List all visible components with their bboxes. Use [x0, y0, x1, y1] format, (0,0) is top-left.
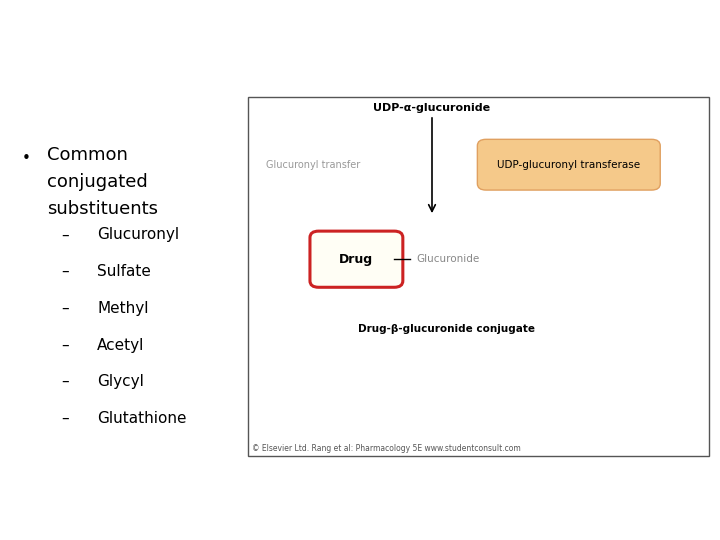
Text: –: –: [61, 227, 69, 242]
Text: –: –: [61, 411, 69, 426]
Text: –: –: [61, 264, 69, 279]
FancyBboxPatch shape: [477, 139, 660, 190]
Text: –: –: [61, 338, 69, 353]
Text: UDP-α-glucuronide: UDP-α-glucuronide: [374, 103, 490, 113]
Text: Glycyl: Glycyl: [97, 374, 144, 389]
Text: –: –: [61, 301, 69, 316]
Text: UDP-glucuronyl transferase: UDP-glucuronyl transferase: [498, 160, 640, 170]
Text: Glucuronide: Glucuronide: [416, 254, 480, 264]
Text: © Elsevier Ltd. Rang et al: Pharmacology 5E www.studentconsult.com: © Elsevier Ltd. Rang et al: Pharmacology…: [252, 444, 521, 453]
Text: Drug: Drug: [339, 253, 374, 266]
Text: conjugated: conjugated: [47, 173, 148, 191]
Text: substituents: substituents: [47, 200, 158, 218]
FancyBboxPatch shape: [310, 231, 403, 287]
Text: Glucuronyl: Glucuronyl: [97, 227, 179, 242]
Text: –: –: [61, 374, 69, 389]
Text: •: •: [22, 151, 30, 166]
Text: Sulfate: Sulfate: [97, 264, 151, 279]
Text: Glutathione: Glutathione: [97, 411, 186, 426]
Text: Acetyl: Acetyl: [97, 338, 145, 353]
Text: Glucuronyl transfer: Glucuronyl transfer: [266, 160, 360, 170]
Text: Drug-β-glucuronide conjugate: Drug-β-glucuronide conjugate: [358, 325, 535, 334]
Text: Methyl: Methyl: [97, 301, 149, 316]
Text: Common: Common: [47, 146, 127, 164]
